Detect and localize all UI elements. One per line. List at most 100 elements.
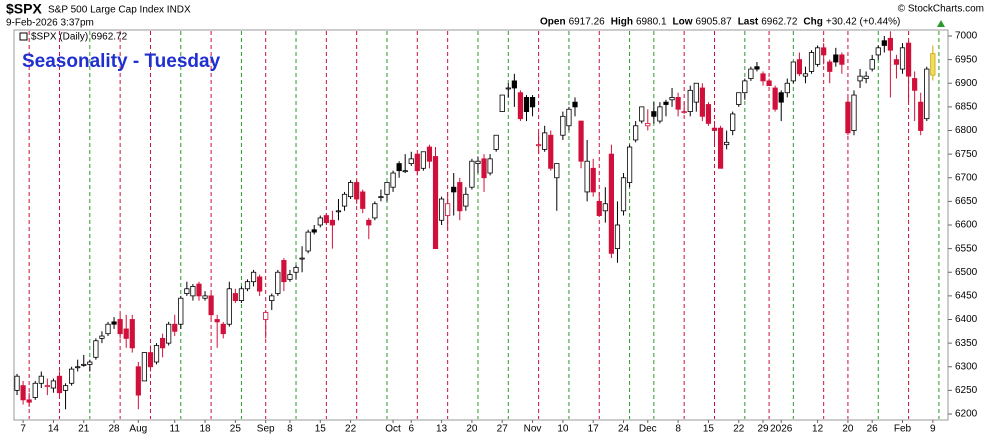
stat-label: Low [673,17,693,28]
x-tick-label: 26 [867,424,879,435]
candle-body [75,366,81,369]
legend-icon [19,32,28,41]
candle-body [129,319,135,349]
candle-body [493,134,499,150]
candle-body [366,219,372,226]
candle-body [232,293,238,302]
candle-body [354,182,360,200]
candle-body [93,340,99,358]
x-tick-label: 7 [20,424,26,435]
candle-body [517,92,524,120]
candle-body [432,156,439,250]
candle-body [226,288,232,325]
candle-body [220,323,226,335]
x-tick-label: Sep [257,424,275,435]
candle-body [845,101,851,134]
candle-body [717,127,724,169]
candle-body [821,47,827,56]
candle-body [912,78,918,91]
x-tick-label: Dec [639,424,657,435]
candle-body [153,345,160,363]
candle-body [269,295,275,301]
y-tick-label: 6350 [955,338,978,349]
candle-body [275,271,281,294]
credit: © StockCharts.com [898,4,984,15]
candle-body [930,53,936,76]
candle-body [408,158,414,164]
x-tick-label: 22 [345,424,357,435]
candle-body [905,42,912,77]
candle-body [730,113,736,131]
x-tick-label: 11 [170,424,181,435]
candle-body [560,115,566,136]
candle-body [147,352,154,368]
candle-body [572,101,578,108]
candle-body [614,224,621,250]
symbol: $SPX [6,1,42,17]
candle-body [420,151,426,169]
stat-value: 6905.87 [696,17,733,28]
candle-body [105,323,111,335]
x-tick-label: 2026 [770,424,793,435]
candle-body [687,89,693,113]
candle-body [396,163,402,172]
x-tick-label: 22 [733,424,745,435]
candle-body [293,267,299,273]
candle-body [250,271,257,283]
candle-body [833,54,839,63]
candle-body [263,312,269,320]
y-tick-label: 6950 [955,54,978,65]
candle-body [214,319,220,323]
candle-body [881,40,887,46]
candle-body [596,200,602,216]
candle-body [766,80,772,87]
candle-body [402,170,408,173]
candle-body [808,52,815,72]
x-tick-label: 18 [199,424,211,435]
change-arrow [937,20,945,27]
candle-body [414,153,420,172]
candle-body [899,47,906,70]
x-tick-label: 6 [408,424,414,435]
candle-body [827,61,833,72]
candle-body [469,160,475,188]
candle-body [62,385,69,391]
y-tick-label: 6300 [955,361,978,372]
candle-body [299,257,305,260]
candle-body [760,73,766,82]
candle-body [548,134,554,169]
y-tick-label: 6550 [955,243,978,254]
candle-body [99,335,105,339]
candle-body [681,111,687,113]
x-tick-label: 24 [618,424,630,435]
x-tick-label: 25 [230,424,242,435]
x-tick-label: 20 [842,424,854,435]
x-tick-label: 8 [287,424,293,435]
candle-body [190,286,196,297]
candle-body [651,111,657,117]
candle-body [705,104,712,124]
candle-body [311,229,317,233]
candle-body [875,47,881,56]
candle-body [384,182,390,195]
candle-body [305,231,311,252]
candle-body [87,361,93,365]
candle-body [918,101,924,131]
candle-body [341,193,348,207]
stat-value: 6917.26 [569,17,606,28]
x-tick-label: 12 [812,424,824,435]
candle-body [159,337,166,349]
candle-body [172,323,178,332]
candle-body [602,203,608,212]
candle-body [584,160,590,193]
x-tick-label: Aug [129,424,147,435]
candle-body [26,399,32,403]
y-tick-label: 6800 [955,125,978,136]
candle-body [390,172,396,188]
candle-body [523,97,530,113]
timestamp: 9-Feb-2026 3:37pm [6,18,94,29]
candle-body [14,375,20,391]
x-tick-label: 15 [703,424,715,435]
x-tick-label: Feb [894,424,912,435]
x-tick-label: 9 [930,424,936,435]
